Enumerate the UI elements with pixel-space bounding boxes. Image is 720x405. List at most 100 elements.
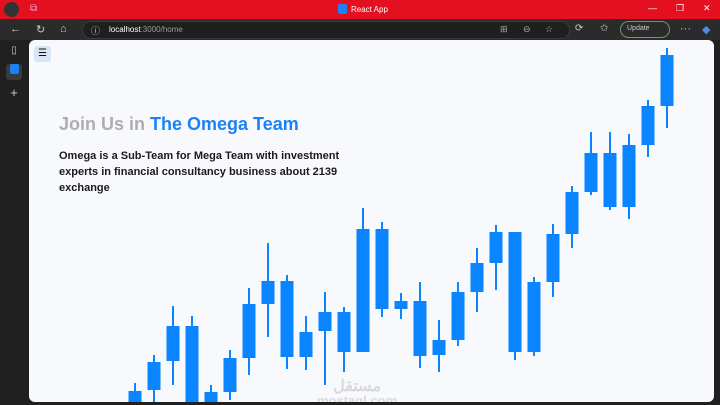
site-info-icon[interactable]: ⓘ: [91, 26, 101, 36]
tab-list-icon[interactable]: ▯: [11, 45, 17, 56]
watermark-logo: مستقل mostaql.com: [317, 378, 398, 403]
heading-highlight: The Omega Team: [150, 114, 299, 134]
candle: [432, 320, 446, 372]
candle: [394, 293, 408, 319]
tab-actions-icon[interactable]: ⧉: [30, 3, 38, 14]
candle: [413, 282, 427, 368]
page-description: Omega is a Sub-Team for Mega Team with i…: [59, 150, 340, 194]
candle: [356, 208, 370, 352]
candle: [204, 385, 218, 402]
candle: [375, 222, 389, 317]
candle: [280, 275, 294, 369]
candle-body: [622, 145, 636, 207]
candle-body: [603, 153, 617, 207]
candle: [318, 292, 332, 385]
candle-body: [641, 106, 655, 145]
candle: [565, 186, 579, 248]
candle: [147, 355, 161, 402]
candle-body: [185, 326, 199, 402]
candle-body: [261, 281, 275, 304]
candle: [470, 248, 484, 312]
browser-toolbar: ← ↻ ⌂ ⓘ localhost:3000/home ⊞ ⊖ ☆ ⟳ ✩ Up…: [0, 19, 720, 40]
candle-body: [432, 340, 446, 355]
more-menu-icon[interactable]: ···: [680, 23, 691, 35]
address-bar[interactable]: ⓘ localhost:3000/home ⊞ ⊖ ☆: [82, 21, 570, 39]
candle: [603, 132, 617, 210]
restore-button[interactable]: ❐: [676, 3, 685, 13]
update-button[interactable]: Update: [620, 21, 670, 38]
hamburger-icon: ☰: [38, 48, 47, 59]
candle: [546, 224, 560, 297]
url-host: localhost: [109, 25, 141, 34]
new-tab-icon[interactable]: +: [10, 85, 18, 100]
update-label: Update: [627, 25, 650, 32]
browser-sidebar: ▯ +: [0, 40, 29, 405]
candle-wick: [324, 292, 326, 385]
candle-body: [128, 391, 142, 402]
candle-body: [356, 229, 370, 352]
candle: [242, 288, 256, 375]
profile-avatar[interactable]: [4, 2, 19, 17]
candle: [584, 132, 598, 195]
candle: [166, 306, 180, 385]
watermark-latin: mostaql.com: [317, 393, 398, 403]
candle-body: [242, 304, 256, 358]
tab-title: React App: [351, 4, 388, 14]
candle-body: [166, 326, 180, 361]
candle-body: [546, 234, 560, 282]
candle-body: [489, 232, 503, 263]
candle: [489, 225, 503, 290]
react-app-favicon-icon: [9, 64, 19, 74]
extensions-icon[interactable]: ⟳: [575, 23, 584, 34]
favorites-icon[interactable]: ✩: [600, 23, 609, 34]
candle-body: [375, 229, 389, 309]
page-content: ☰ Join Us in The Omega Team Omega is a S…: [29, 40, 714, 402]
candle-body: [223, 358, 237, 392]
candlestick-chart: [128, 48, 674, 402]
candle-body: [337, 312, 351, 352]
favorite-star-icon[interactable]: ☆: [545, 24, 554, 34]
candle: [223, 350, 237, 400]
candle: [299, 316, 313, 370]
page-title: Join Us in The Omega Team: [59, 114, 299, 135]
candle-body: [147, 362, 161, 390]
refresh-button[interactable]: ↻: [36, 24, 46, 36]
react-app-favicon-icon: [338, 4, 347, 14]
candle-body: [280, 281, 294, 357]
candle: [660, 48, 674, 128]
app-available-icon[interactable]: ⊞: [500, 24, 508, 34]
zoom-icon[interactable]: ⊖: [523, 24, 531, 34]
candle-body: [318, 312, 332, 331]
window-title: React App: [338, 4, 388, 14]
candle-body: [565, 192, 579, 234]
candle: [185, 316, 199, 402]
candle-body: [413, 301, 427, 356]
copilot-icon[interactable]: ◆: [702, 24, 711, 36]
candle: [128, 383, 142, 402]
candle-body: [451, 292, 465, 340]
candle-body: [527, 282, 541, 352]
candle: [508, 232, 522, 360]
title-bar: ⧉ React App — ❐ ✕: [0, 0, 720, 19]
candle-body: [660, 55, 674, 106]
watermark-arabic: مستقل: [333, 378, 382, 395]
candle: [451, 282, 465, 346]
candle: [261, 243, 275, 337]
menu-button[interactable]: ☰: [34, 46, 51, 62]
minimize-button[interactable]: —: [648, 3, 657, 13]
home-button[interactable]: ⌂: [60, 23, 67, 35]
candle-body: [204, 392, 218, 402]
candle: [337, 307, 351, 372]
active-tab-icon[interactable]: [6, 64, 22, 80]
candle: [641, 100, 655, 157]
back-button[interactable]: ←: [10, 23, 21, 35]
candle-body: [584, 153, 598, 192]
candle-body: [299, 332, 313, 357]
candle: [622, 134, 636, 219]
close-window-button[interactable]: ✕: [703, 3, 711, 13]
candle-body: [508, 232, 522, 352]
candle-body: [470, 263, 484, 292]
heading-prefix: Join Us in: [59, 114, 146, 134]
url-path: :3000/home: [140, 25, 183, 34]
candle-body: [394, 301, 408, 309]
